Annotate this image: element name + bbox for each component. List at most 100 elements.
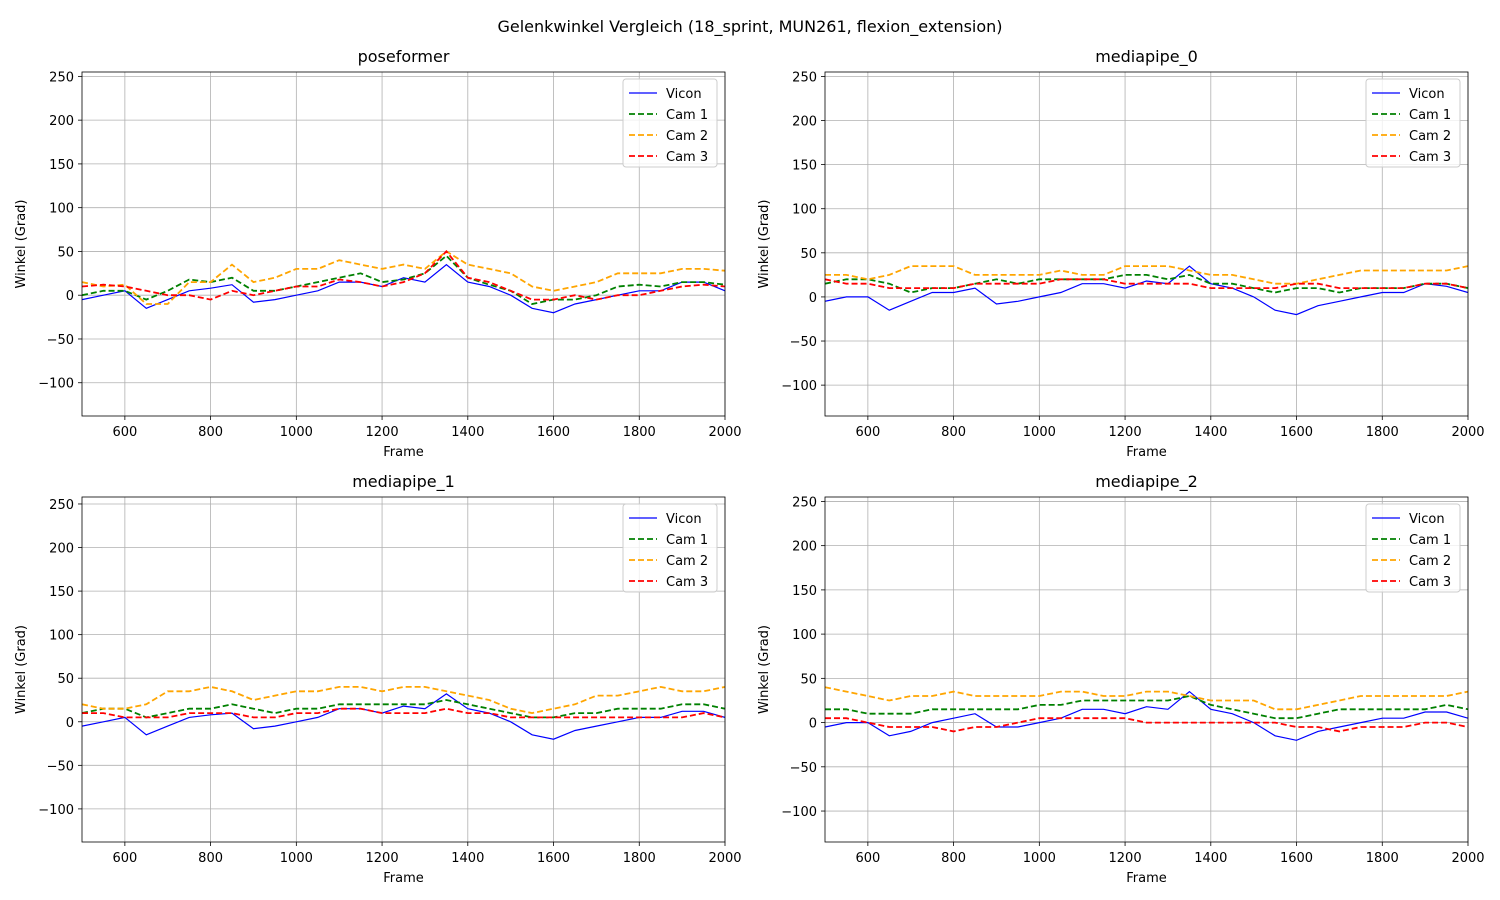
legend-box (1365, 78, 1461, 168)
x-tick-label: 1800 (623, 425, 656, 440)
axes-frame (81, 496, 726, 843)
series-line-vicon (825, 265, 1468, 316)
x-tick-label: 2000 (1451, 425, 1484, 440)
y-tick-label: 100 (792, 203, 817, 218)
legend-label: Cam 1 (1409, 533, 1451, 548)
x-tick-label: 1400 (1194, 851, 1227, 866)
y-tick-label: 0 (809, 717, 817, 732)
x-tick-label: 1600 (1280, 425, 1313, 440)
x-tick-label: 1200 (1109, 851, 1142, 866)
panel-title: mediapipe_2 (1095, 472, 1198, 492)
x-tick-label: 1400 (451, 851, 484, 866)
legend: Vicon Cam 1 Cam 2 Cam 3 (1365, 503, 1461, 593)
series-line-cam-3 (825, 278, 1468, 290)
series-line-cam-2 (825, 265, 1468, 285)
legend: Vicon Cam 1 Cam 2 Cam 3 (622, 78, 718, 168)
y-tick-label: 250 (792, 495, 817, 510)
y-tick-label: 0 (809, 291, 817, 306)
y-tick-label: −50 (47, 759, 74, 774)
x-tick-label: 600 (112, 851, 137, 866)
legend-label: Cam 3 (666, 150, 708, 165)
panel-title: mediapipe_1 (352, 472, 455, 492)
x-tick-label: 2000 (708, 425, 741, 440)
y-tick-label: 100 (792, 628, 817, 643)
y-tick-label: 200 (792, 115, 817, 130)
series-line-cam-1 (82, 699, 725, 719)
y-tick-label: 50 (57, 245, 74, 260)
legend: Vicon Cam 1 Cam 2 Cam 3 (622, 503, 718, 593)
legend-box (1365, 503, 1461, 593)
y-tick-label: −100 (781, 379, 817, 394)
x-tick-label: 800 (941, 425, 966, 440)
legend-label: Cam 3 (1409, 150, 1451, 165)
y-tick-label: −50 (47, 333, 74, 348)
panel-mediapipe_2: 600 800 1000 1200 1400 1600 1800 2000 −100 −50 0 50… (757, 472, 1485, 886)
series-line-vicon (82, 693, 725, 740)
series-line-cam-3 (82, 250, 725, 301)
series-line-cam-1 (825, 273, 1468, 294)
x-tick-label: 600 (855, 851, 880, 866)
legend-label: Vicon (666, 512, 702, 527)
y-tick-label: 0 (66, 289, 74, 304)
y-tick-label: 50 (800, 247, 817, 262)
y-tick-label: 50 (57, 672, 74, 687)
x-axis-label: Frame (1126, 871, 1167, 886)
series-line-cam-1 (825, 695, 1468, 720)
x-tick-label: 1600 (537, 851, 570, 866)
panel-title: poseformer (358, 47, 450, 66)
legend-box (622, 78, 718, 168)
x-axis-label: Frame (383, 445, 424, 460)
y-tick-label: 100 (49, 202, 74, 217)
axes-frame (81, 71, 726, 417)
y-tick-label: −50 (790, 761, 817, 776)
x-tick-label: 800 (198, 851, 223, 866)
series-line-cam-3 (82, 707, 725, 719)
y-tick-label: 200 (49, 114, 74, 129)
legend-label: Cam 3 (666, 575, 708, 590)
legend-label: Cam 1 (1409, 108, 1451, 123)
x-tick-label: 800 (198, 425, 223, 440)
y-tick-label: 150 (49, 158, 74, 173)
y-tick-label: 250 (49, 498, 74, 513)
x-tick-label: 600 (855, 425, 880, 440)
x-tick-label: 1200 (1109, 425, 1142, 440)
x-tick-label: 1200 (366, 425, 399, 440)
legend-label: Cam 2 (666, 129, 708, 144)
x-tick-label: 1800 (623, 851, 656, 866)
axes-frame (824, 71, 1469, 417)
x-tick-label: 1000 (280, 425, 313, 440)
legend-label: Cam 1 (666, 108, 708, 123)
x-axis-label: Frame (383, 871, 424, 886)
panel-title: mediapipe_0 (1095, 47, 1198, 67)
legend: Vicon Cam 1 Cam 2 Cam 3 (1365, 78, 1461, 168)
x-tick-label: 1000 (1023, 425, 1056, 440)
panel-mediapipe_0: 600 800 1000 1200 1400 1600 1800 2000 −100 −50 0 50… (757, 47, 1485, 460)
y-axis-label: Winkel (Grad) (14, 199, 29, 288)
y-tick-label: −100 (38, 803, 74, 818)
legend-label: Cam 2 (1409, 554, 1451, 569)
series-line-vicon (82, 263, 725, 314)
y-tick-label: 250 (49, 70, 74, 85)
x-tick-label: 800 (941, 851, 966, 866)
y-tick-label: 250 (792, 70, 817, 85)
y-tick-label: 200 (792, 540, 817, 555)
figure-suptitle: Gelenkwinkel Vergleich (18_sprint, MUN26… (497, 17, 1002, 37)
legend-label: Vicon (666, 87, 702, 102)
series-line-cam-2 (825, 686, 1468, 711)
x-tick-label: 1800 (1366, 851, 1399, 866)
legend-label: Cam 3 (1409, 575, 1451, 590)
x-tick-label: 2000 (1451, 851, 1484, 866)
series-line-cam-2 (82, 685, 725, 715)
series-line-cam-1 (82, 254, 725, 305)
y-axis-label: Winkel (Grad) (757, 199, 772, 288)
y-axis-label: Winkel (Grad) (14, 625, 29, 714)
y-tick-label: −100 (781, 805, 817, 820)
y-tick-label: 150 (49, 585, 74, 600)
panel-mediapipe_1: 600 800 1000 1200 1400 1600 1800 2000 −100 −50 0 50… (14, 472, 742, 886)
y-tick-label: −100 (38, 377, 74, 392)
legend-label: Vicon (1409, 87, 1445, 102)
legend-label: Vicon (1409, 512, 1445, 527)
x-tick-label: 1400 (451, 425, 484, 440)
y-tick-label: 150 (792, 159, 817, 174)
